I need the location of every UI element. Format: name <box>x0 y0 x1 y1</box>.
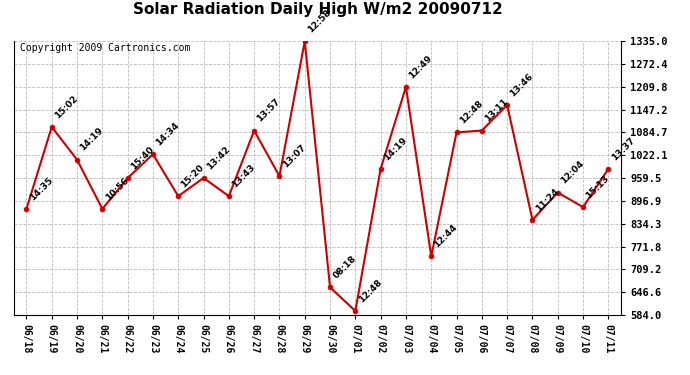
Text: Copyright 2009 Cartronics.com: Copyright 2009 Cartronics.com <box>20 43 190 52</box>
Text: 13:07: 13:07 <box>281 142 307 169</box>
Text: 12:48: 12:48 <box>458 99 484 126</box>
Text: 15:40: 15:40 <box>129 144 155 171</box>
Text: 14:35: 14:35 <box>28 176 55 202</box>
Text: 13:43: 13:43 <box>230 163 257 189</box>
Text: Solar Radiation Daily High W/m2 20090712: Solar Radiation Daily High W/m2 20090712 <box>132 2 502 17</box>
Text: 15:20: 15:20 <box>179 163 206 189</box>
Text: 13:46: 13:46 <box>509 72 535 98</box>
Text: 11:24: 11:24 <box>534 186 560 213</box>
Text: 13:57: 13:57 <box>255 97 282 124</box>
Text: 13:11: 13:11 <box>483 97 510 124</box>
Text: 14:19: 14:19 <box>79 126 105 153</box>
Text: 12:44: 12:44 <box>433 223 460 249</box>
Text: 12:49: 12:49 <box>407 53 434 80</box>
Text: 10:56: 10:56 <box>104 176 130 202</box>
Text: 14:34: 14:34 <box>155 121 181 147</box>
Text: 12:48: 12:48 <box>357 278 384 304</box>
Text: 13:42: 13:42 <box>205 144 232 171</box>
Text: 15:02: 15:02 <box>53 93 79 120</box>
Text: 15:13: 15:13 <box>584 174 611 200</box>
Text: 12:58: 12:58 <box>306 8 333 34</box>
Text: 14:19: 14:19 <box>382 135 408 162</box>
Text: 13:37: 13:37 <box>610 135 636 162</box>
Text: 08:18: 08:18 <box>331 254 358 280</box>
Text: 12:04: 12:04 <box>559 159 586 186</box>
